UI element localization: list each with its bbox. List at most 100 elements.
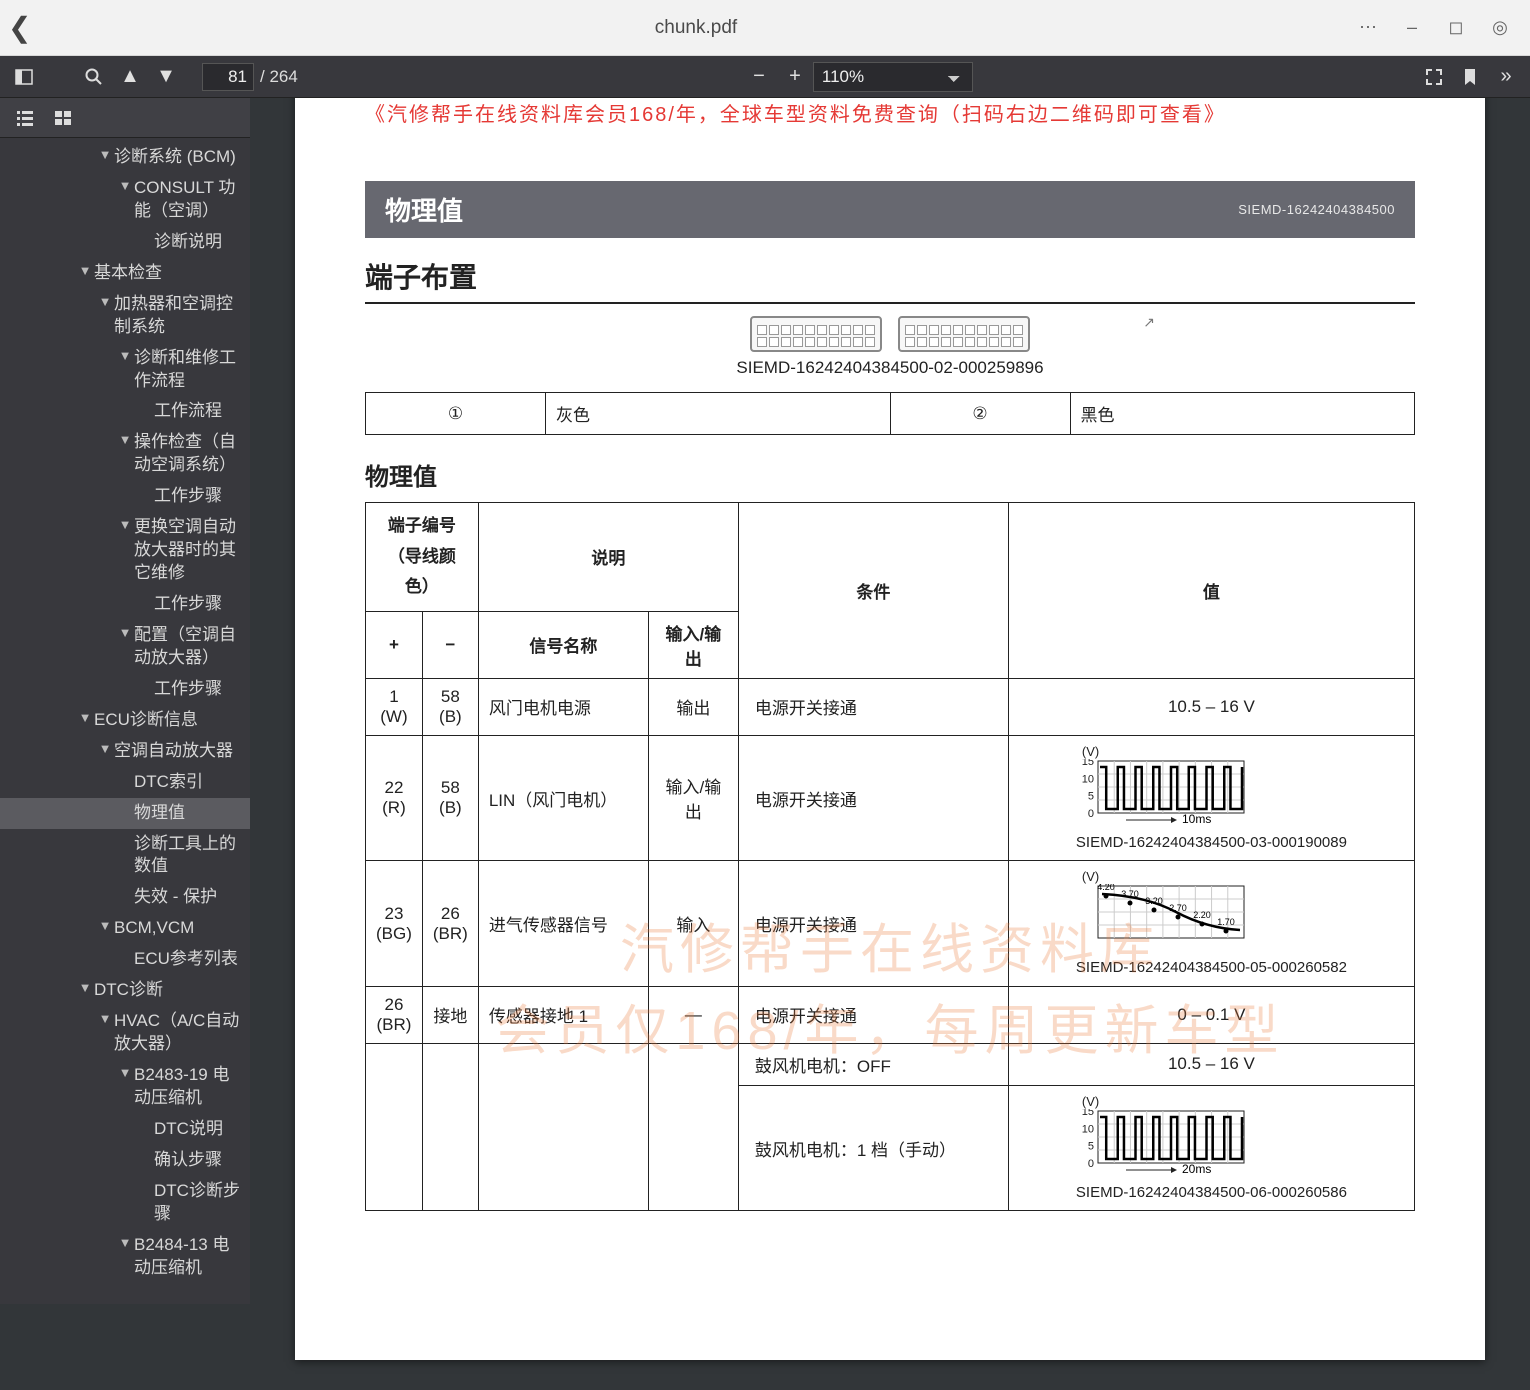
outline-item[interactable]: ▼BCM,VCM bbox=[0, 913, 250, 944]
outline-item[interactable]: ▶诊断工具上的数值 bbox=[0, 829, 250, 883]
outline-item[interactable]: ▼空调自动放大器 bbox=[0, 736, 250, 767]
outline-view-icon[interactable] bbox=[6, 101, 44, 135]
outline-item[interactable]: ▶工作步骤 bbox=[0, 674, 250, 705]
sidebar-mode-bar bbox=[0, 98, 250, 138]
tree-toggle-icon[interactable]: ▼ bbox=[78, 262, 92, 280]
th-plus: + bbox=[366, 611, 423, 678]
outline-label: 确认步骤 bbox=[154, 1149, 244, 1172]
svg-text:5: 5 bbox=[1088, 790, 1094, 802]
svg-text:2.70: 2.70 bbox=[1169, 903, 1187, 913]
tree-toggle-icon[interactable]: ▼ bbox=[118, 516, 132, 534]
next-page-icon[interactable]: ▼ bbox=[148, 59, 184, 95]
outline-item[interactable]: ▶物理值 bbox=[0, 798, 250, 829]
outline-label: 空调自动放大器 bbox=[114, 740, 244, 763]
tree-toggle-icon[interactable]: ▼ bbox=[118, 1234, 132, 1252]
outline-label: 加热器和空调控制系统 bbox=[114, 293, 244, 339]
tree-toggle-icon[interactable]: ▼ bbox=[98, 146, 112, 164]
th-term-no: 端子编号 bbox=[376, 511, 468, 542]
page-total: / 264 bbox=[260, 67, 298, 87]
connector-2 bbox=[898, 316, 1030, 352]
minimize-icon[interactable]: – bbox=[1390, 11, 1434, 45]
outline-label: 诊断系统 (BCM) bbox=[114, 146, 244, 169]
outline-sidebar[interactable]: ▼诊断系统 (BCM)▼CONSULT 功能（空调）▶诊断说明▼基本检查▼加热器… bbox=[0, 138, 250, 1304]
tree-toggle-icon[interactable]: ▼ bbox=[98, 1010, 112, 1028]
outline-item[interactable]: ▶DTC诊断步骤 bbox=[0, 1176, 250, 1230]
header-banner: 《汽修帮手在线资料库会员168/年，全球车型资料免费查询（扫码右边二维码即可查看… bbox=[295, 98, 1485, 141]
table-row: 23(BG)26(BR)进气传感器信号输入电源开关接通(V)4.203.703.… bbox=[366, 861, 1415, 987]
sidebar-toggle-icon[interactable] bbox=[6, 59, 42, 95]
section-id: SIEMD-16242404384500 bbox=[1238, 202, 1395, 217]
svg-text:15: 15 bbox=[1082, 1109, 1094, 1118]
outline-item[interactable]: ▼HVAC（A/C自动放大器） bbox=[0, 1006, 250, 1060]
conn-cell: 黑色 bbox=[1070, 393, 1415, 435]
zoom-in-icon[interactable]: + bbox=[777, 59, 813, 95]
bookmark-icon[interactable] bbox=[1452, 59, 1488, 95]
table-row: 22(R)58(B)LIN（风门电机）输入/输出电源开关接通(V)1510501… bbox=[366, 735, 1415, 861]
outline-item[interactable]: ▶工作步骤 bbox=[0, 481, 250, 512]
outline-item[interactable]: ▶DTC说明 bbox=[0, 1114, 250, 1145]
outline-item[interactable]: ▶工作流程 bbox=[0, 396, 250, 427]
window-controls: ⋯ – ◻ ◎ bbox=[1346, 11, 1522, 45]
outline-label: 操作检查（自动空调系统） bbox=[134, 431, 244, 477]
outline-item[interactable]: ▼诊断系统 (BCM) bbox=[0, 142, 250, 173]
zoom-select[interactable]: 110% bbox=[813, 62, 973, 92]
outline-item[interactable]: ▶ECU参考列表 bbox=[0, 944, 250, 975]
outline-item[interactable]: ▶失效 - 保护 bbox=[0, 882, 250, 913]
tree-toggle-icon[interactable]: ▼ bbox=[118, 1064, 132, 1082]
outline-item[interactable]: ▼配置（空调自动放大器） bbox=[0, 620, 250, 674]
svg-text:20ms: 20ms bbox=[1182, 1162, 1211, 1175]
tree-toggle-icon[interactable]: ▼ bbox=[118, 347, 132, 365]
outline-item[interactable]: ▼加热器和空调控制系统 bbox=[0, 289, 250, 343]
tree-toggle-icon[interactable]: ▼ bbox=[98, 917, 112, 935]
outline-item[interactable]: ▼诊断和维修工作流程 bbox=[0, 343, 250, 397]
pdf-viewport[interactable]: 《汽修帮手在线资料库会员168/年，全球车型资料免费查询（扫码右边二维码即可查看… bbox=[250, 98, 1530, 1390]
target-icon[interactable]: ◎ bbox=[1478, 11, 1522, 45]
outline-item[interactable]: ▶DTC索引 bbox=[0, 767, 250, 798]
th-minus: − bbox=[422, 611, 478, 678]
outline-label: 诊断工具上的数值 bbox=[134, 833, 244, 879]
table-row: 鼓风机电机：OFF10.5 – 16 V bbox=[366, 1043, 1415, 1085]
svg-text:5: 5 bbox=[1088, 1140, 1094, 1152]
conn-cell: ① bbox=[366, 393, 546, 435]
maximize-icon[interactable]: ◻ bbox=[1434, 11, 1478, 45]
search-icon[interactable] bbox=[76, 59, 112, 95]
prev-page-icon[interactable]: ▲ bbox=[112, 59, 148, 95]
outline-item[interactable]: ▶工作步骤 bbox=[0, 589, 250, 620]
back-icon[interactable]: ❮ bbox=[8, 11, 46, 44]
fullscreen-icon[interactable] bbox=[1416, 59, 1452, 95]
tree-toggle-icon[interactable]: ▼ bbox=[78, 979, 92, 997]
connector-figure: ↗ SIEMD-16242404384500-02-000259896 bbox=[365, 316, 1415, 378]
outline-label: ECU参考列表 bbox=[134, 948, 244, 971]
outline-item[interactable]: ▼B2483-19 电动压缩机 bbox=[0, 1060, 250, 1114]
th-wire-color: （导线颜色） bbox=[376, 542, 468, 603]
connector-color-table: ① 灰色 ② 黑色 bbox=[365, 392, 1415, 435]
heading-terminal-layout: 端子布置 bbox=[365, 238, 1415, 304]
outline-item[interactable]: ▼B2484-13 电动压缩机 bbox=[0, 1230, 250, 1284]
tree-toggle-icon[interactable]: ▼ bbox=[118, 431, 132, 449]
tree-toggle-icon[interactable]: ▼ bbox=[78, 709, 92, 727]
outline-item[interactable]: ▼CONSULT 功能（空调） bbox=[0, 173, 250, 227]
tree-toggle-icon[interactable]: ▼ bbox=[118, 177, 132, 195]
outline-item[interactable]: ▶确认步骤 bbox=[0, 1145, 250, 1176]
outline-item[interactable]: ▶诊断说明 bbox=[0, 227, 250, 258]
table-row: 1(W)58(B)风门电机电源输出电源开关接通10.5 – 16 V bbox=[366, 678, 1415, 735]
outline-item[interactable]: ▼ECU诊断信息 bbox=[0, 705, 250, 736]
outline-label: 诊断和维修工作流程 bbox=[134, 347, 244, 393]
outline-item[interactable]: ▼更换空调自动放大器时的其它维修 bbox=[0, 512, 250, 589]
tools-overflow-icon[interactable]: » bbox=[1488, 59, 1524, 95]
th-desc: 说明 bbox=[478, 503, 738, 612]
tree-toggle-icon[interactable]: ▼ bbox=[118, 624, 132, 642]
tree-toggle-icon[interactable]: ▼ bbox=[98, 740, 112, 758]
outline-item[interactable]: ▼操作检查（自动空调系统） bbox=[0, 427, 250, 481]
more-icon[interactable]: ⋯ bbox=[1346, 11, 1390, 45]
outline-item[interactable]: ▼基本检查 bbox=[0, 258, 250, 289]
thumbnail-view-icon[interactable] bbox=[44, 101, 82, 135]
tree-toggle-icon[interactable]: ▼ bbox=[98, 293, 112, 311]
zoom-out-icon[interactable]: − bbox=[741, 59, 777, 95]
svg-text:4.20: 4.20 bbox=[1097, 884, 1115, 892]
svg-text:2.20: 2.20 bbox=[1193, 910, 1211, 920]
page-number-input[interactable] bbox=[202, 63, 254, 91]
section-title: 物理值 bbox=[385, 191, 463, 228]
outline-item[interactable]: ▼DTC诊断 bbox=[0, 975, 250, 1006]
outline-label: CONSULT 功能（空调） bbox=[134, 177, 244, 223]
